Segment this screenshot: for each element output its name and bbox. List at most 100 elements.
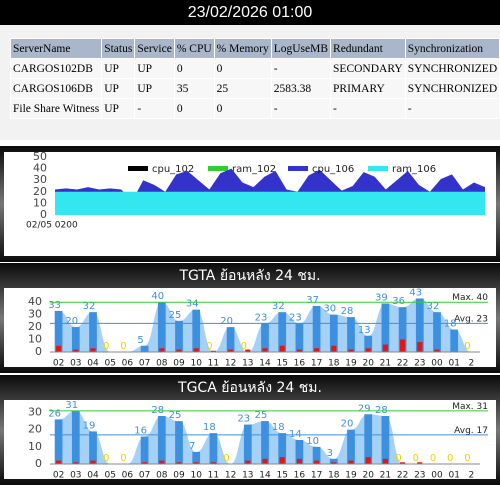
plot-area: [4, 152, 496, 256]
header-row: ServerName Status Service% CPU% Memory LogU…: [9, 38, 500, 59]
x-tick-label: 09: [173, 359, 185, 369]
value-label: 0: [241, 341, 247, 352]
secondary-bar: [296, 349, 302, 352]
reference-value: 17: [477, 425, 488, 435]
x-tick-label: 19: [345, 471, 357, 481]
x-tick-label: 11: [208, 471, 219, 481]
y-tick-label: 10: [28, 440, 42, 453]
bar: [278, 433, 287, 464]
value-label: 23: [289, 312, 302, 323]
bar: [157, 302, 166, 352]
reference-label: Max. 31: [452, 401, 488, 411]
bar: [140, 436, 149, 464]
table-cell: SYNCHRONIZED: [404, 58, 500, 79]
x-tick-label: 06: [122, 471, 134, 481]
bar: [278, 312, 287, 352]
x-tick-label: 2: [469, 471, 475, 481]
panel: [0, 146, 500, 262]
x-tick-label: 17: [311, 359, 322, 369]
reference-name: Avg.: [454, 314, 474, 324]
secondary-bar: [331, 345, 337, 352]
legend-label: cpu_106: [312, 164, 354, 175]
plot-area: [4, 400, 496, 479]
area: [58, 298, 472, 352]
x-tick-label: 23: [414, 359, 425, 369]
value-label: 40: [151, 291, 164, 302]
bar: [312, 305, 321, 352]
value-label: 14: [289, 429, 302, 440]
legend-swatch: [208, 166, 228, 171]
table-row: CARGOS102DB UP UP 0 0- SECONDARY SYNCHRONIZED: [9, 58, 500, 79]
x-tick-label: 16: [294, 471, 306, 481]
x-tick-label: 20: [362, 359, 374, 369]
secondary-bar: [314, 348, 320, 352]
y-tick-label: 30: [33, 173, 47, 186]
table-panel: ServerName Status Service% CPU% Memory LogU…: [0, 25, 500, 140]
x-tick-label: 19: [345, 359, 357, 369]
value-label: 43: [409, 287, 422, 298]
table-cell: 2583.38: [270, 78, 332, 99]
table-row: CARGOS106DB UP UP 35 25 2583.38 PRIMARY SYNCHRO…: [9, 78, 500, 99]
x-tick-label: 14: [259, 471, 271, 481]
bar: [450, 329, 459, 352]
y-tick-label: 0: [40, 208, 47, 221]
value-label: 23: [237, 414, 250, 425]
bar: [175, 421, 183, 464]
column-header: % Memory: [213, 38, 272, 59]
value-label: 23: [255, 312, 268, 323]
value-label: 20: [220, 316, 233, 327]
legend-label: ram_106: [392, 164, 436, 175]
panel: [0, 375, 500, 485]
bar: [364, 335, 373, 352]
secondary-bar: [142, 462, 148, 464]
x-tick-label: 01: [448, 359, 459, 369]
bar: [347, 317, 355, 352]
bar: [415, 298, 424, 352]
bar: [295, 440, 304, 464]
bar: [364, 414, 373, 464]
secondary-bar: [417, 462, 423, 464]
value-label: 30: [323, 304, 336, 315]
table-cell: SECONDARY: [330, 58, 406, 79]
value-label: 36: [392, 296, 405, 307]
secondary-bar: [90, 348, 96, 352]
x-tick-label: 15: [276, 471, 287, 481]
y-tick-label: 40: [33, 162, 47, 175]
x-tick-label: 22: [397, 471, 408, 481]
table-row: File Share Witness UP -0 0- - -: [9, 98, 500, 119]
bar: [381, 416, 390, 464]
table-body: CARGOS102DB UP UP 0 0- SECONDARY SYNCHRONIZED C…: [9, 58, 500, 119]
x-tick-label: 12: [225, 471, 236, 481]
reference-label: Avg. 17: [454, 425, 488, 435]
secondary-bar: [279, 345, 285, 352]
server-table: ServerName Status Service% CPU% Memory LogU…: [9, 38, 500, 119]
bar: [71, 410, 80, 464]
x-tick-label: 03: [70, 471, 81, 481]
reference-value: 31: [477, 401, 488, 411]
value-label: 39: [375, 292, 388, 303]
x-tick-label: 04: [87, 359, 99, 369]
legend-swatch: [368, 166, 388, 171]
table-cell: -: [270, 98, 332, 119]
value-label: 0: [447, 453, 453, 464]
value-label: 26: [48, 408, 61, 419]
bar: [54, 310, 63, 352]
x-tick-label: 21: [380, 471, 391, 481]
value-label: 37: [306, 295, 319, 306]
area: [55, 191, 485, 215]
secondary-bar: [348, 349, 354, 352]
table-cell: UP: [101, 98, 136, 119]
secondary-bar: [73, 349, 79, 352]
secondary-bar: [279, 457, 285, 464]
x-tick-label: 05: [104, 359, 115, 369]
table-cell: CARGOS102DB: [9, 58, 103, 79]
legend-swatch: [128, 166, 148, 171]
secondary-bar: [159, 460, 165, 464]
value-label: 32: [427, 301, 440, 312]
secondary-bar: [159, 348, 165, 352]
value-label: 25: [169, 410, 182, 421]
table-cell: CARGOS106DB: [9, 78, 103, 99]
x-tick-label: 01: [448, 471, 459, 481]
bar: [433, 312, 441, 352]
x-tick-label: 07: [139, 359, 150, 369]
